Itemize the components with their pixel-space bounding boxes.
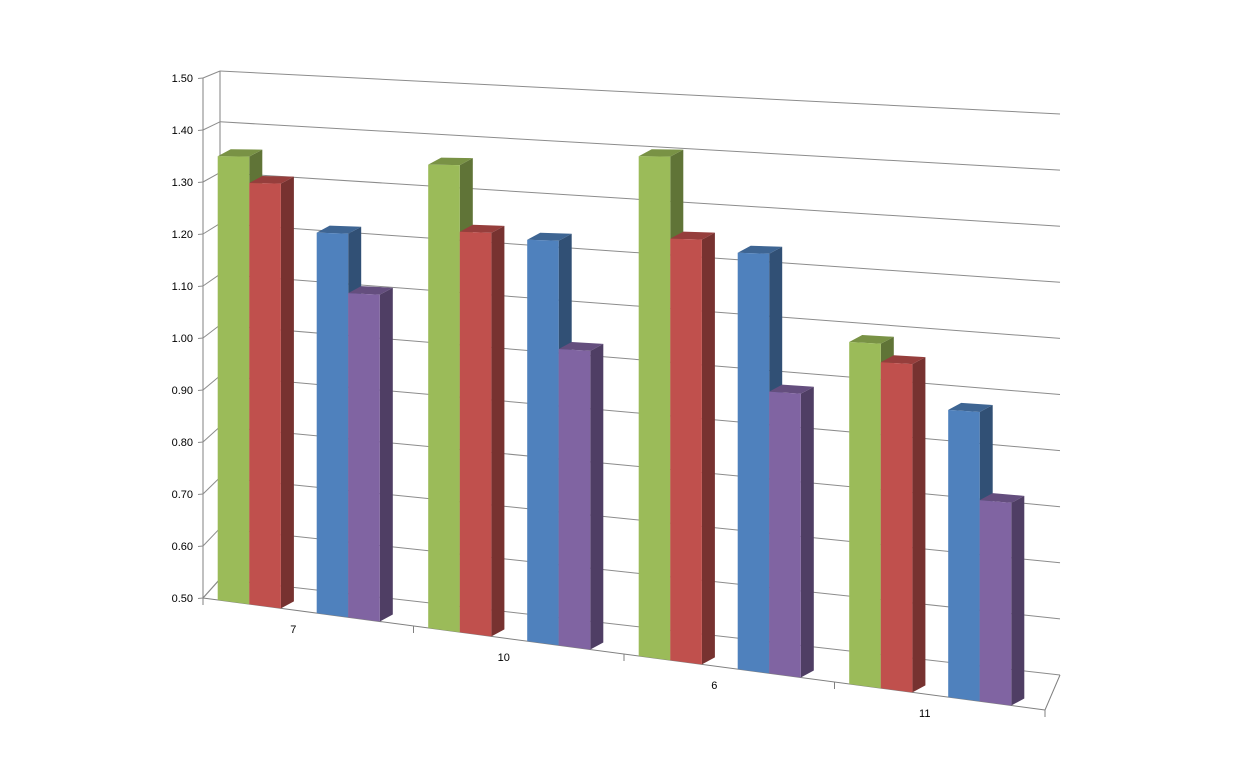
bar-front <box>769 391 801 678</box>
bar-front <box>638 156 671 661</box>
bar-front <box>527 239 559 646</box>
y-tick-mark-4 <box>197 389 204 391</box>
bar <box>249 176 294 609</box>
bar <box>558 342 604 650</box>
bar-top <box>769 384 814 394</box>
bar-top <box>348 286 393 295</box>
y-tick-label: 0.60 <box>172 541 193 553</box>
y-tick-mark-9 <box>197 129 204 131</box>
bar-front <box>217 156 250 605</box>
bar-front <box>428 164 460 633</box>
y-tick-label: 0.80 <box>172 437 193 449</box>
bar-top <box>948 402 993 412</box>
y-tick-label: 1.40 <box>172 125 193 137</box>
bar-side <box>1011 495 1025 706</box>
bar-front <box>670 238 702 665</box>
y-tick-label: 1.50 <box>172 73 193 85</box>
bar-side <box>491 225 505 637</box>
bar-side <box>701 232 715 665</box>
bar-front <box>880 362 913 693</box>
bar-front <box>459 231 492 637</box>
y-tick-label: 1.00 <box>172 333 193 345</box>
x-tick-label: 7 <box>290 624 296 636</box>
bar-front <box>849 342 881 689</box>
bar-top <box>428 157 473 166</box>
bar <box>459 224 505 637</box>
bar-front <box>948 409 980 702</box>
floor-right-edge <box>1044 674 1061 711</box>
bar-front <box>979 500 1012 706</box>
y-tick-mark-2 <box>197 493 204 495</box>
gridline-side-2 <box>202 477 221 495</box>
y-tick-mark-3 <box>197 441 204 443</box>
gridline-side-9 <box>202 121 221 131</box>
bar-top <box>737 245 783 254</box>
gridline-side-1 <box>202 527 221 547</box>
gridline-back-9 <box>219 121 1061 171</box>
bar-front <box>316 232 349 618</box>
y-tick-label: 0.90 <box>172 385 193 397</box>
x-tick-label: 6 <box>711 680 717 692</box>
bar-top <box>249 176 294 184</box>
y-tick-mark-0 <box>197 597 204 599</box>
bar-side <box>800 386 814 678</box>
y-axis-tick-labels: 0.50 0.60 0.70 0.80 0.90 1.00 1.10 1.20 1.30 1.40… <box>172 73 193 605</box>
bar <box>979 493 1025 706</box>
bar-top <box>527 232 572 241</box>
chart-floor <box>202 597 1061 717</box>
gridline-side-6 <box>202 273 221 287</box>
bar-side <box>912 357 926 693</box>
bars <box>217 149 1025 706</box>
bar-top <box>670 231 715 240</box>
gridline-side-0 <box>202 578 221 599</box>
y-tick-label: 0.70 <box>172 489 193 501</box>
bar-top <box>217 149 263 157</box>
gridline-side-5 <box>202 324 221 339</box>
chart-walls <box>202 71 221 599</box>
y-tick-label: 0.50 <box>172 593 193 605</box>
y-tick-mark-8 <box>197 181 204 183</box>
y-tick-mark-1 <box>197 545 204 547</box>
bar-top <box>558 342 604 351</box>
bar-top <box>979 493 1025 503</box>
x-tick-label: 11 <box>919 708 930 720</box>
bar-front <box>737 252 770 674</box>
bar-side <box>590 343 604 650</box>
bar-side <box>280 176 294 609</box>
y-tick-mark-5 <box>197 337 204 339</box>
y-tick-label: 1.20 <box>172 229 193 241</box>
bar-side <box>379 287 393 622</box>
bar <box>670 231 715 665</box>
gridline-side-7 <box>202 222 221 235</box>
bar-top <box>880 355 926 365</box>
bar <box>348 286 393 622</box>
gridline-side-10 <box>202 70 221 79</box>
gridline-side-3 <box>202 426 221 443</box>
x-axis-category-labels: 7 10 6 11 <box>290 624 930 720</box>
y-tick-mark-10 <box>197 77 204 79</box>
x-tick-label: 10 <box>498 652 510 664</box>
gridline-back-10 <box>219 70 1061 115</box>
bar <box>880 355 926 693</box>
bar-top <box>459 224 505 233</box>
y-tick-label: 1.10 <box>172 281 193 293</box>
bar-top <box>316 225 362 234</box>
gridline-side-8 <box>202 172 221 183</box>
y-tick-mark-7 <box>197 233 204 235</box>
bar-front <box>249 183 281 609</box>
y-tick-mark-6 <box>197 285 204 287</box>
bar-front <box>558 349 591 650</box>
bar-top <box>638 149 684 157</box>
bar <box>769 384 814 678</box>
gridline-side-4 <box>202 375 221 391</box>
bar-front <box>348 293 380 622</box>
bar-top <box>849 335 894 344</box>
y-tick-label: 1.30 <box>172 177 193 189</box>
